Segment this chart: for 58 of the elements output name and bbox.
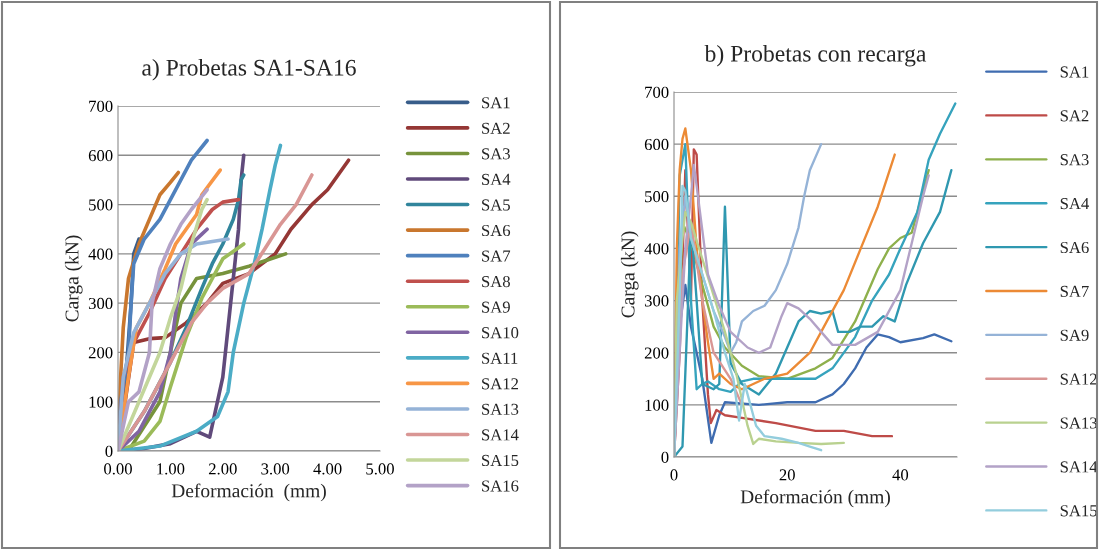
y-tick-label: 600 (644, 138, 669, 151)
y-tick-label: 400 (644, 243, 669, 255)
y-tick-label: 300 (644, 295, 669, 307)
y-tick-label: 100 (89, 396, 113, 408)
x-tick-label: 40 (892, 469, 909, 481)
y-tick-label: 500 (645, 190, 669, 203)
legend-label: SA15 (1060, 505, 1097, 517)
legend-label: SA1 (482, 97, 510, 109)
legend-label: SA15 (482, 454, 519, 467)
y-tick-label: 100 (645, 399, 669, 411)
y-axis-title: Carga (kN) (620, 231, 639, 318)
legend-label: SA4 (482, 173, 511, 185)
legend-label: SA13 (1060, 417, 1097, 429)
legend-label: SA5 (482, 199, 510, 211)
chart-title: b) Probetas con recarga (704, 45, 927, 67)
y-tick-label: 0 (661, 451, 669, 463)
legend-label: SA9 (1060, 329, 1089, 341)
legend-label: SA4 (1060, 198, 1090, 210)
legend-label: SA2 (1060, 110, 1089, 122)
y-tick-label: 600 (88, 149, 113, 162)
legend-label: SA14 (1060, 461, 1098, 473)
y-tick-label: 300 (88, 297, 113, 310)
y-tick-label: 200 (644, 347, 669, 359)
x-tick-label: 1.00 (157, 463, 185, 475)
legend-label: SA12 (1060, 373, 1097, 385)
legend-label: SA16 (482, 480, 519, 492)
y-axis-title: Carga (kN) (64, 235, 83, 322)
legend-label: SA13 (482, 403, 519, 415)
legend-label: SA3 (1060, 154, 1089, 166)
y-tick-label: 500 (89, 199, 113, 211)
legend-label: SA12 (482, 378, 519, 390)
chart-title: a) Probetas SA1-SA16 (142, 59, 356, 81)
x-tick-label: 0 (670, 469, 678, 481)
y-tick-label: 400 (88, 248, 113, 260)
legend-label: SA9 (482, 301, 510, 313)
legend-label: SA2 (482, 122, 510, 134)
x-tick-label: 0.00 (104, 463, 132, 475)
y-tick-label: 200 (88, 347, 113, 359)
legend-label: SA6 (482, 224, 511, 237)
x-tick-label: 3.00 (261, 463, 290, 475)
x-tick-label: 2.00 (208, 463, 237, 475)
legend-label: SA7 (1060, 285, 1089, 297)
y-tick-label: 700 (89, 100, 113, 112)
legend-label: SA14 (482, 429, 519, 441)
x-tick-label: 5.00 (366, 463, 394, 475)
legend-label: SA7 (482, 250, 511, 262)
legend-label: SA11 (482, 352, 518, 364)
legend-label: SA1 (1060, 66, 1089, 78)
x-axis-title: Deformación (mm) (171, 483, 326, 502)
x-tick-label: 20 (779, 469, 795, 481)
legend-label: SA6 (1060, 241, 1089, 254)
x-tick-label: 4.00 (313, 463, 342, 475)
x-axis-title: Deformación (mm) (740, 489, 890, 508)
legend-label: SA3 (482, 148, 510, 160)
legend-label: SA8 (482, 275, 510, 288)
y-tick-label: 700 (645, 86, 669, 98)
y-tick-label: 0 (105, 445, 113, 457)
legend-label: SA10 (482, 327, 519, 339)
